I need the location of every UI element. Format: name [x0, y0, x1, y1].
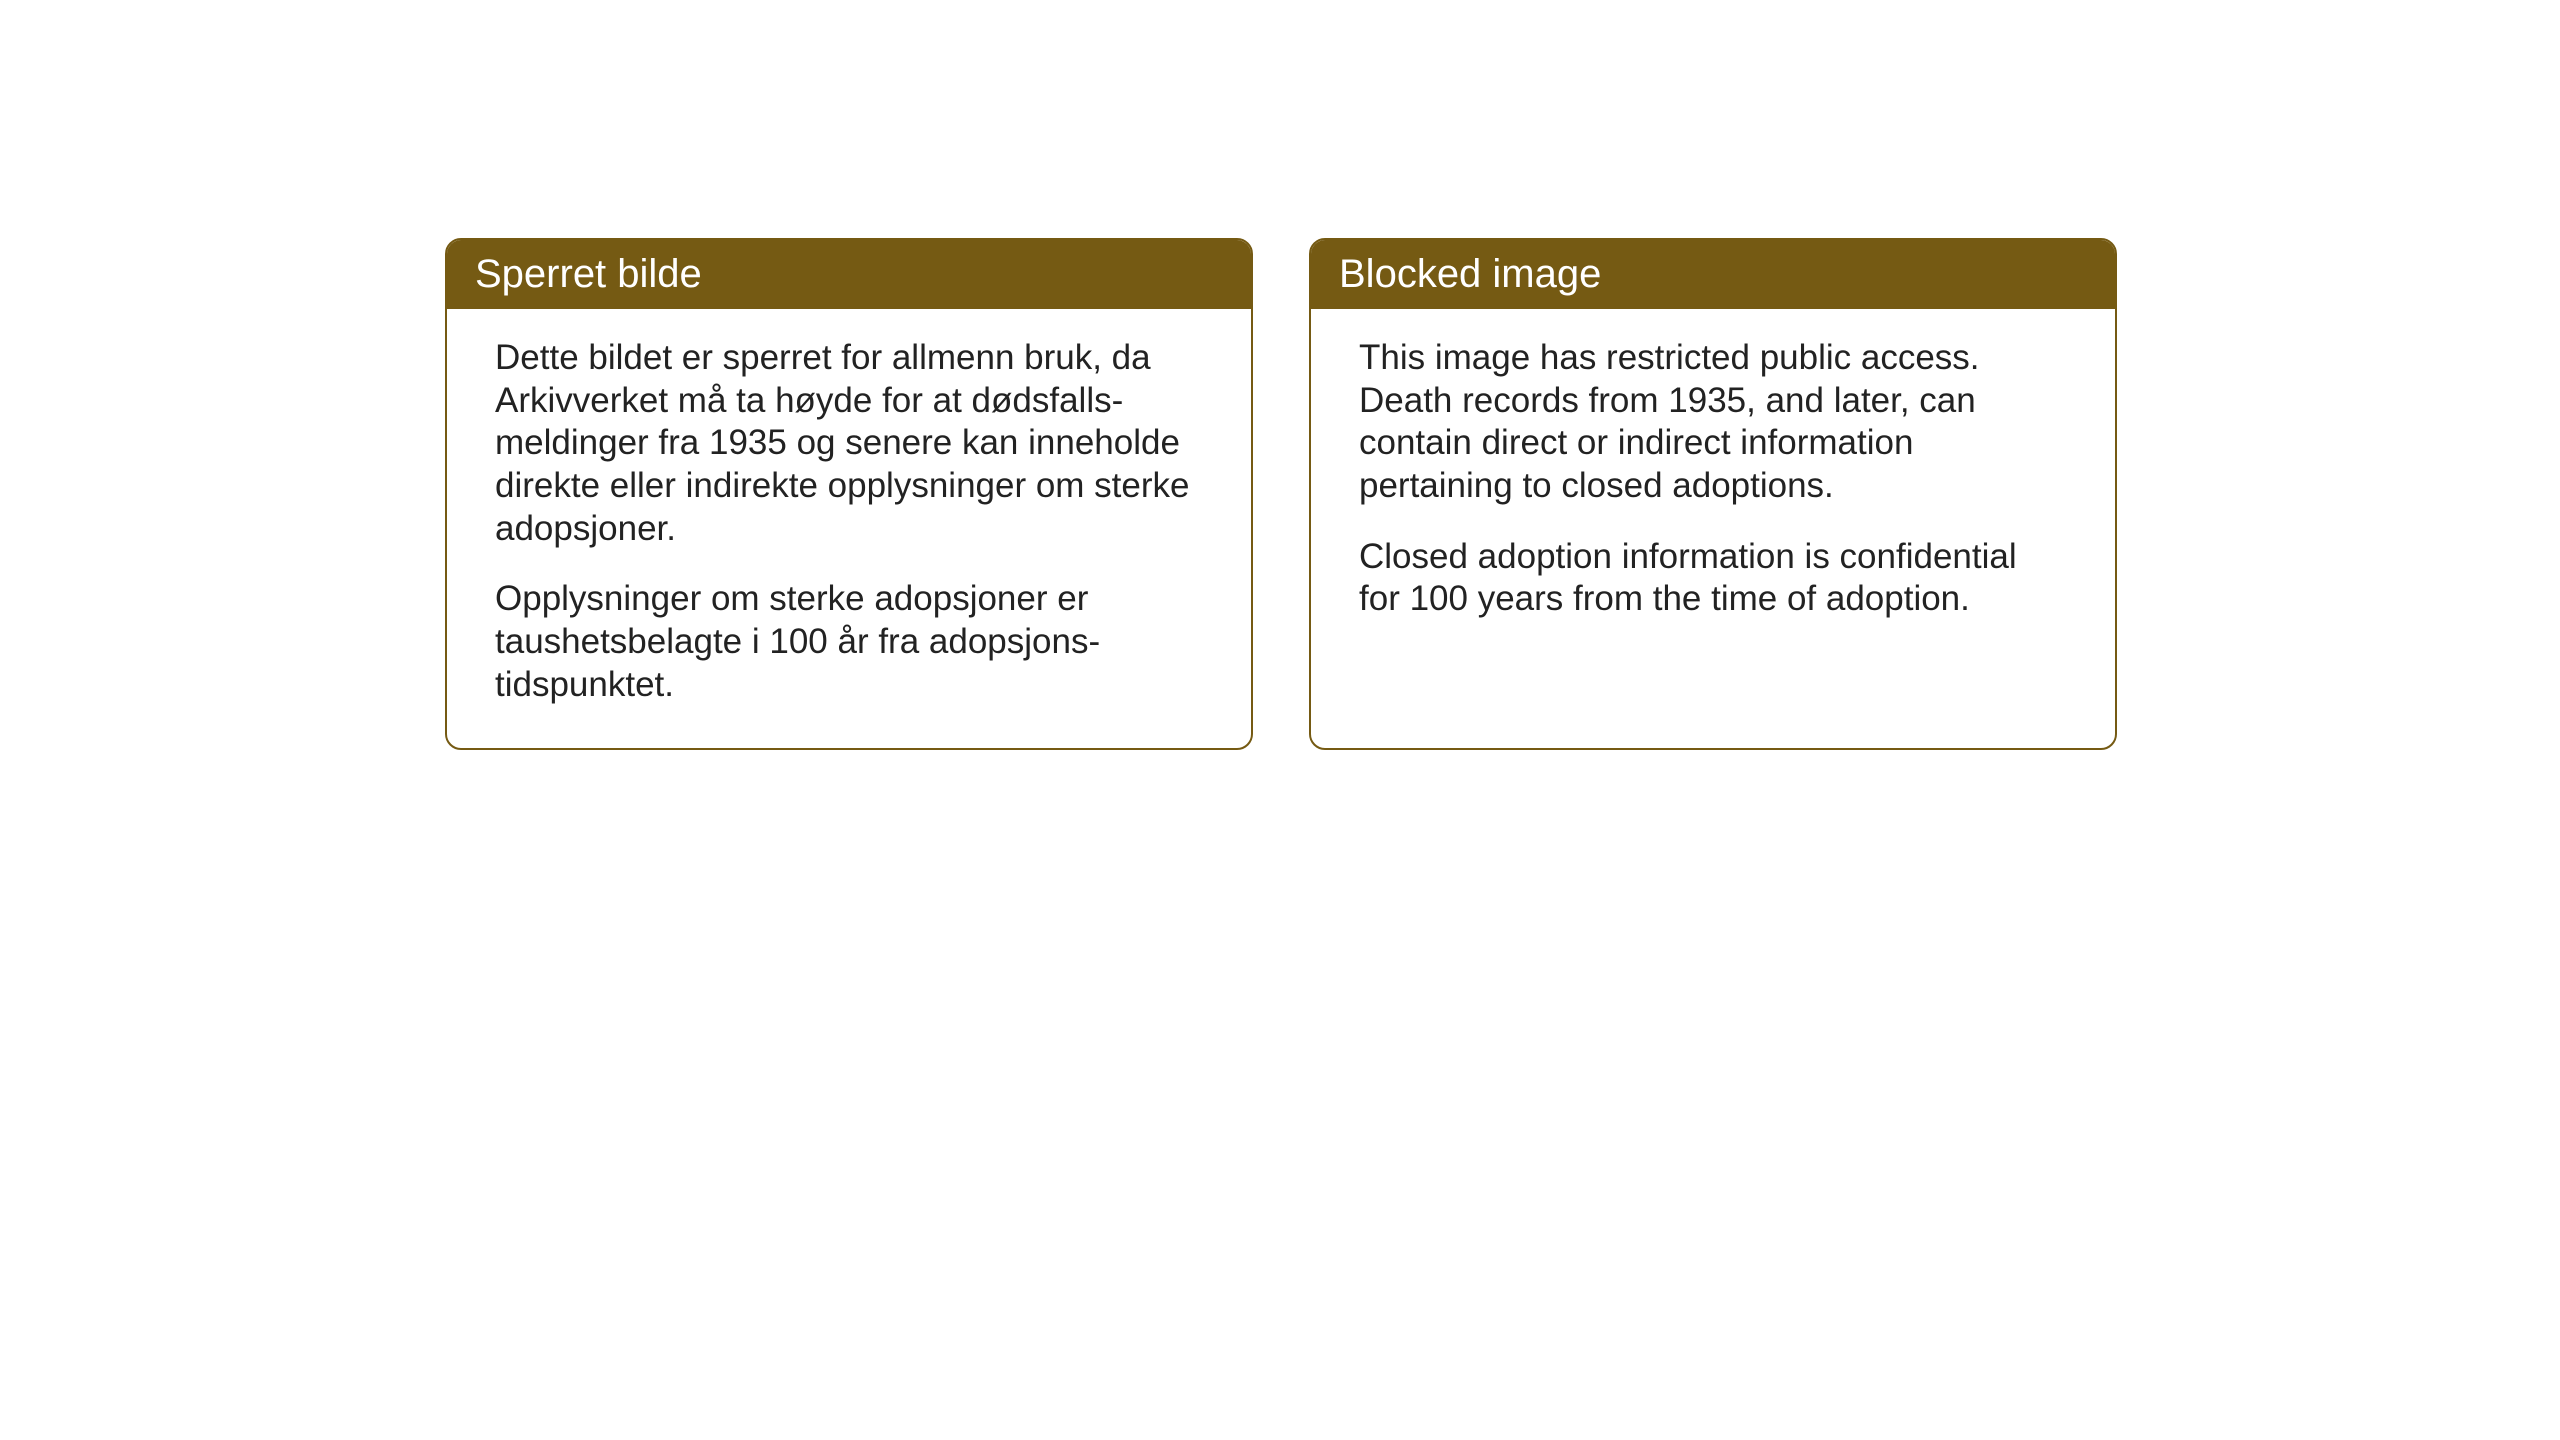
notice-card-english: Blocked image This image has restricted … — [1309, 238, 2117, 750]
card-title-english: Blocked image — [1339, 252, 1601, 296]
notice-card-norwegian: Sperret bilde Dette bildet er sperret fo… — [445, 238, 1253, 750]
card-body-norwegian: Dette bildet er sperret for allmenn bruk… — [447, 309, 1251, 747]
notice-container: Sperret bilde Dette bildet er sperret fo… — [445, 238, 2117, 750]
card-header-norwegian: Sperret bilde — [447, 240, 1251, 309]
card-para2-english: Closed adoption information is confident… — [1359, 536, 2067, 621]
card-title-norwegian: Sperret bilde — [475, 252, 702, 296]
card-para1-english: This image has restricted public access.… — [1359, 337, 2067, 508]
card-header-english: Blocked image — [1311, 240, 2115, 309]
card-body-english: This image has restricted public access.… — [1311, 309, 2115, 661]
card-para2-norwegian: Opplysninger om sterke adopsjoner er tau… — [495, 578, 1203, 706]
card-para1-norwegian: Dette bildet er sperret for allmenn bruk… — [495, 337, 1203, 550]
